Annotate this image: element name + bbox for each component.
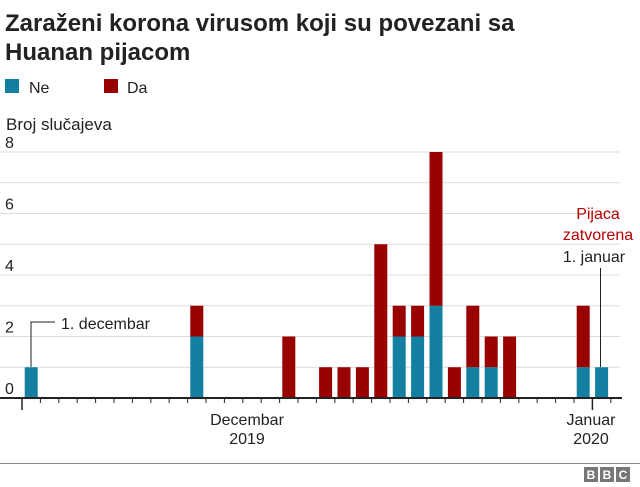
bar-da-22-dec-2019	[411, 305, 425, 337]
bar-da-15-dec-2019	[282, 336, 296, 398]
legend-label-ne: Ne	[29, 80, 50, 97]
x-tick-label-januar: Januar	[567, 412, 617, 429]
bar-da-18-dec-2019	[337, 367, 351, 398]
y-tick-label: 0	[5, 381, 14, 398]
bbc-logo: B B C	[584, 467, 630, 482]
bar-da-19-dec-2019	[355, 367, 369, 398]
bar-da-17-dec-2019	[319, 367, 333, 398]
bar-da-26-dec-2019	[484, 336, 498, 368]
start-annotation: 1. decembar	[61, 316, 151, 333]
bar-ne-31-dec-2019	[576, 367, 590, 398]
chart-title-line-2: Huanan pijacom	[5, 39, 190, 66]
chart-title-line-1: Zaraženi korona virusom koji su povezani…	[5, 10, 515, 37]
market-closed-annotation-line-1: Pijaca	[576, 206, 620, 223]
bar-ne-26-dec-2019	[484, 367, 498, 398]
svg-text:C: C	[619, 468, 628, 482]
bar-da-24-dec-2019	[447, 367, 461, 398]
bar-ne-21-dec-2019	[392, 336, 406, 398]
market-closed-date: 1. januar	[563, 249, 626, 266]
bar-da-25-dec-2019	[466, 305, 480, 368]
market-closed-annotation-line-2: zatvorena	[563, 227, 633, 244]
y-tick-label: 2	[5, 320, 14, 337]
svg-text:B: B	[587, 468, 596, 482]
bar-ne-1-jan-2020	[595, 367, 609, 398]
bar-ne-10-dec-2019	[190, 336, 204, 398]
bar-da-10-dec-2019	[190, 305, 204, 337]
y-tick-label: 8	[5, 135, 14, 152]
legend-label-da: Da	[127, 80, 148, 97]
bar-da-31-dec-2019	[576, 305, 590, 368]
bar-da-21-dec-2019	[392, 305, 406, 337]
x-tick-label-2019: 2019	[229, 431, 265, 448]
bar-da-27-dec-2019	[503, 336, 517, 398]
x-tick-label-december: Decembar	[210, 412, 284, 429]
legend-swatch-ne	[5, 79, 19, 93]
bar-da-20-dec-2019	[374, 244, 388, 398]
bar-ne-22-dec-2019	[411, 336, 425, 398]
bar-da-23-dec-2019	[429, 152, 443, 306]
svg-text:B: B	[603, 468, 612, 482]
bar-ne-25-dec-2019	[466, 367, 480, 398]
y-tick-label: 4	[5, 258, 14, 275]
x-tick-label-2020: 2020	[573, 431, 609, 448]
legend-swatch-da	[104, 79, 118, 93]
bar-ne-1-dec-2019	[24, 367, 38, 398]
y-tick-label: 6	[5, 197, 14, 214]
start-annotation-leader	[30, 321, 55, 367]
y-axis-label: Broj slučajeva	[6, 115, 112, 134]
bar-ne-23-dec-2019	[429, 305, 443, 398]
